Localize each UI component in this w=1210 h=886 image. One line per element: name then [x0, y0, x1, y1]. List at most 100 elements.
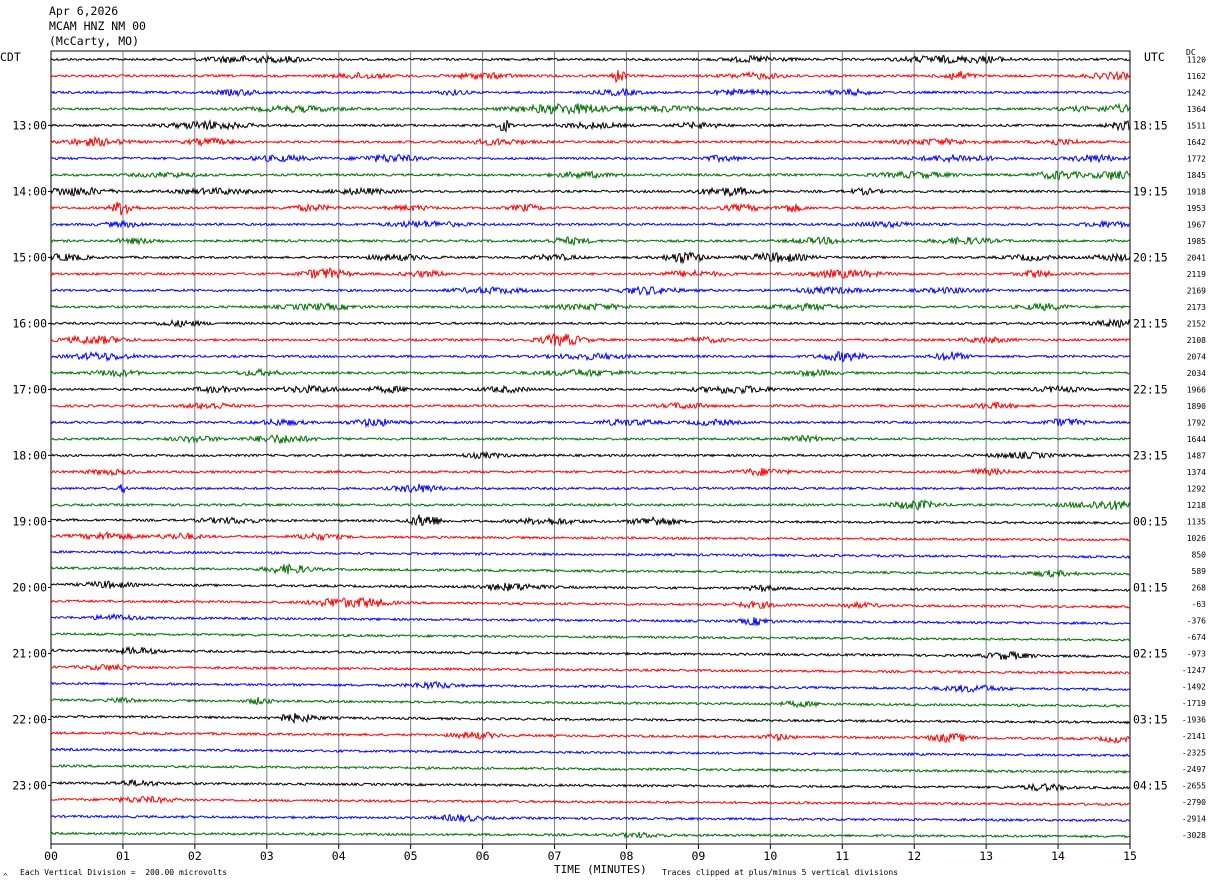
trace-line — [50, 778, 1131, 793]
corner-mark: ^ — [3, 872, 8, 881]
dc-offset-label: 2152 — [1187, 319, 1206, 328]
trace-line — [50, 831, 1131, 839]
trace-line — [50, 763, 1131, 775]
dc-offset-label: 2074 — [1187, 352, 1206, 361]
dc-offset-label: 2169 — [1187, 286, 1206, 295]
trace-line — [50, 201, 1131, 216]
trace-line — [50, 186, 1131, 198]
x-tick-label: 12 — [907, 849, 921, 863]
dc-offset-label: 1162 — [1187, 72, 1206, 81]
scale-note: Each Vertical Division = 200.00 microvol… — [20, 868, 228, 877]
trace-line — [50, 531, 1131, 542]
dc-offset-label: -2141 — [1182, 732, 1206, 741]
x-tick-label: 15 — [1123, 849, 1137, 863]
utc-time-label: 02:15 — [1133, 646, 1168, 660]
cdt-time-label: 19:00 — [12, 514, 47, 528]
dc-offset-label: -2325 — [1182, 748, 1206, 757]
trace-line — [50, 612, 1131, 627]
dc-offset-label: 589 — [1192, 567, 1207, 576]
trace-line — [50, 549, 1131, 559]
dc-offset-label: -674 — [1187, 633, 1206, 642]
x-tick-label: 02 — [188, 849, 202, 863]
trace-line — [50, 332, 1131, 347]
dc-offset-label: -2655 — [1182, 781, 1206, 790]
dc-offset-label: 1026 — [1187, 534, 1206, 543]
utc-time-label: 22:15 — [1133, 382, 1168, 396]
trace-line — [50, 632, 1131, 642]
cdt-time-label: 13:00 — [12, 118, 47, 132]
dc-offset-label: 1218 — [1187, 501, 1206, 510]
dc-offset-label: 268 — [1192, 583, 1207, 592]
trace-line — [50, 301, 1131, 312]
trace-line — [50, 696, 1131, 709]
trace-line — [50, 747, 1131, 758]
dc-offset-label: 1292 — [1187, 484, 1206, 493]
dc-offset-label: -2497 — [1182, 765, 1206, 774]
dc-offset-label: -2790 — [1182, 798, 1206, 807]
dc-offset-label: -973 — [1187, 649, 1206, 658]
dc-offset-label: 1120 — [1187, 55, 1206, 64]
trace-line — [50, 580, 1131, 593]
dc-offset-label: 1967 — [1187, 220, 1206, 229]
trace-line — [50, 87, 1131, 98]
trace-line — [50, 266, 1131, 280]
trace-line — [50, 153, 1131, 164]
dc-offset-label: 1511 — [1187, 121, 1206, 130]
trace-line — [51, 514, 1131, 527]
trace-line — [50, 400, 1131, 410]
x-tick-label: 05 — [404, 849, 418, 863]
dc-offset-label: -1247 — [1182, 666, 1206, 675]
trace-line — [50, 712, 1131, 725]
station-location: (McCarty, MO) — [49, 34, 140, 48]
trace-line — [51, 102, 1131, 116]
trace-line — [50, 54, 1131, 65]
utc-time-label: 00:15 — [1133, 514, 1168, 528]
left-axis-label: CDT — [0, 50, 21, 64]
dc-offset-label: -376 — [1187, 616, 1206, 625]
dc-offset-label: 2173 — [1187, 303, 1206, 312]
trace-line — [50, 813, 1131, 824]
dc-offset-label: 2034 — [1187, 369, 1206, 378]
x-tick-label: 07 — [548, 849, 562, 863]
right-axis-label: UTC — [1144, 50, 1165, 64]
dc-offset-label: 850 — [1192, 550, 1207, 559]
x-tick-label: 09 — [691, 849, 705, 863]
trace-line — [50, 236, 1131, 247]
trace-line — [50, 135, 1131, 147]
dc-offset-label: 1642 — [1187, 138, 1206, 147]
dc-offset-label: 1374 — [1187, 468, 1206, 477]
dc-offset-label: 1487 — [1187, 451, 1206, 460]
trace-line — [50, 730, 1131, 744]
dc-offset-label: 1792 — [1187, 418, 1206, 427]
trace-line — [50, 118, 1131, 133]
trace-line — [50, 645, 1131, 660]
trace-line — [50, 169, 1131, 181]
trace-line — [50, 499, 1131, 511]
utc-time-label: 01:15 — [1133, 580, 1168, 594]
trace-line — [50, 596, 1131, 610]
x-axis-label: TIME (MINUTES) — [554, 863, 647, 876]
cdt-time-label: 15:00 — [12, 250, 47, 264]
trace-line — [50, 563, 1131, 579]
dc-offset-label: 1772 — [1187, 154, 1206, 163]
dc-offset-label: 1966 — [1187, 385, 1206, 394]
utc-time-label: 21:15 — [1133, 316, 1168, 330]
x-tick-label: 03 — [260, 849, 274, 863]
plot-frame — [50, 50, 1131, 845]
dc-offset-label: 1953 — [1187, 204, 1206, 213]
cdt-time-label: 20:00 — [12, 580, 47, 594]
utc-time-label: 19:15 — [1133, 184, 1168, 198]
utc-time-label: 18:15 — [1133, 118, 1168, 132]
dc-offset-label: 1135 — [1187, 517, 1206, 526]
utc-time-label: 03:15 — [1133, 712, 1168, 726]
cdt-time-label: 16:00 — [12, 316, 47, 330]
trace-line — [51, 433, 1131, 445]
trace-line — [50, 483, 1131, 495]
utc-time-label: 04:15 — [1133, 778, 1168, 792]
cdt-time-label: 14:00 — [12, 184, 47, 198]
trace-line — [50, 450, 1131, 460]
x-tick-label: 08 — [620, 849, 634, 863]
dc-offset-label: 2119 — [1187, 270, 1206, 279]
trace-line — [50, 383, 1131, 395]
